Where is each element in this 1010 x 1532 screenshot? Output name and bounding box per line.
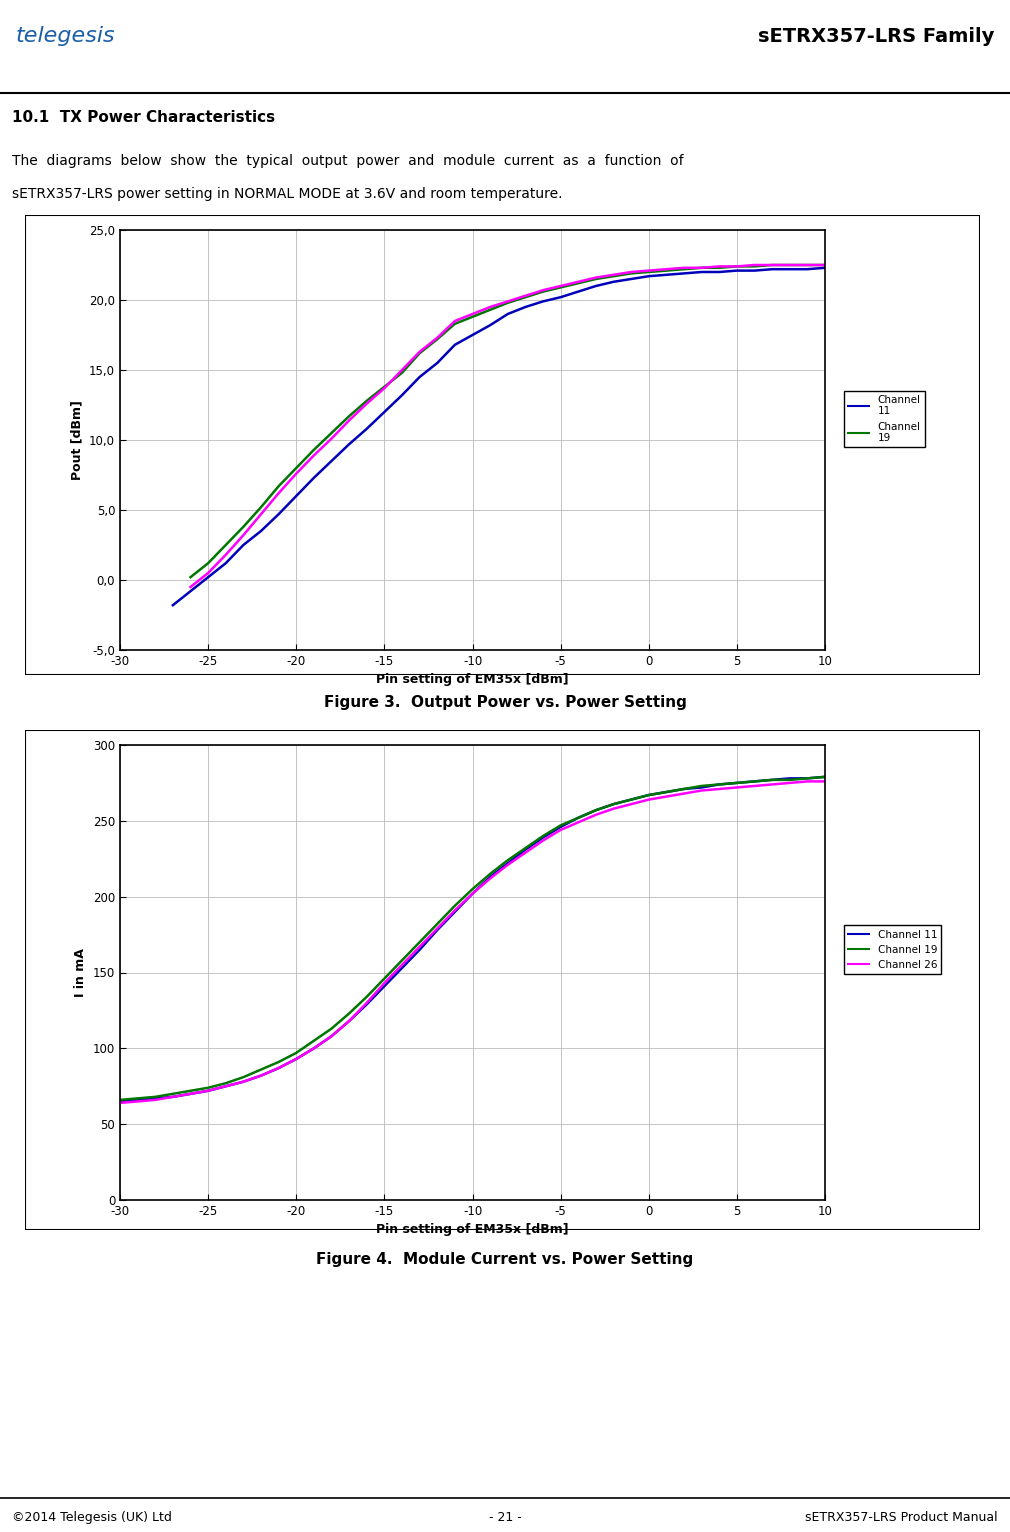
- Text: sETRX357-LRS power setting in NORMAL MODE at 3.6V and room temperature.: sETRX357-LRS power setting in NORMAL MOD…: [12, 187, 563, 201]
- Text: 10.1  TX Power Characteristics: 10.1 TX Power Characteristics: [12, 110, 276, 126]
- Text: The  diagrams  below  show  the  typical  output  power  and  module  current  a: The diagrams below show the typical outp…: [12, 155, 684, 169]
- Y-axis label: Pout [dBm]: Pout [dBm]: [71, 400, 84, 480]
- Text: sETRX357-LRS Family: sETRX357-LRS Family: [759, 26, 995, 46]
- Text: Pin vs. Current Consumption: Pin vs. Current Consumption: [380, 748, 625, 763]
- Text: Figure 3.  Output Power vs. Power Setting: Figure 3. Output Power vs. Power Setting: [323, 694, 687, 709]
- Text: telegesis: telegesis: [15, 26, 115, 46]
- Text: sETRX357-LRS Product Manual: sETRX357-LRS Product Manual: [805, 1512, 998, 1524]
- Text: - 21 -: - 21 -: [489, 1512, 521, 1524]
- Text: ©2014 Telegesis (UK) Ltd: ©2014 Telegesis (UK) Ltd: [12, 1512, 172, 1524]
- X-axis label: Pin setting of EM35x [dBm]: Pin setting of EM35x [dBm]: [376, 1224, 569, 1236]
- Text: Pin vs. Pout: Pin vs. Pout: [451, 234, 553, 250]
- X-axis label: Pin setting of EM35x [dBm]: Pin setting of EM35x [dBm]: [376, 674, 569, 686]
- Text: Figure 4.  Module Current vs. Power Setting: Figure 4. Module Current vs. Power Setti…: [316, 1252, 694, 1267]
- Y-axis label: I in mA: I in mA: [75, 948, 87, 997]
- Legend: Channel
11, Channel
19: Channel 11, Channel 19: [844, 391, 925, 447]
- Legend: Channel 11, Channel 19, Channel 26: Channel 11, Channel 19, Channel 26: [844, 925, 941, 974]
